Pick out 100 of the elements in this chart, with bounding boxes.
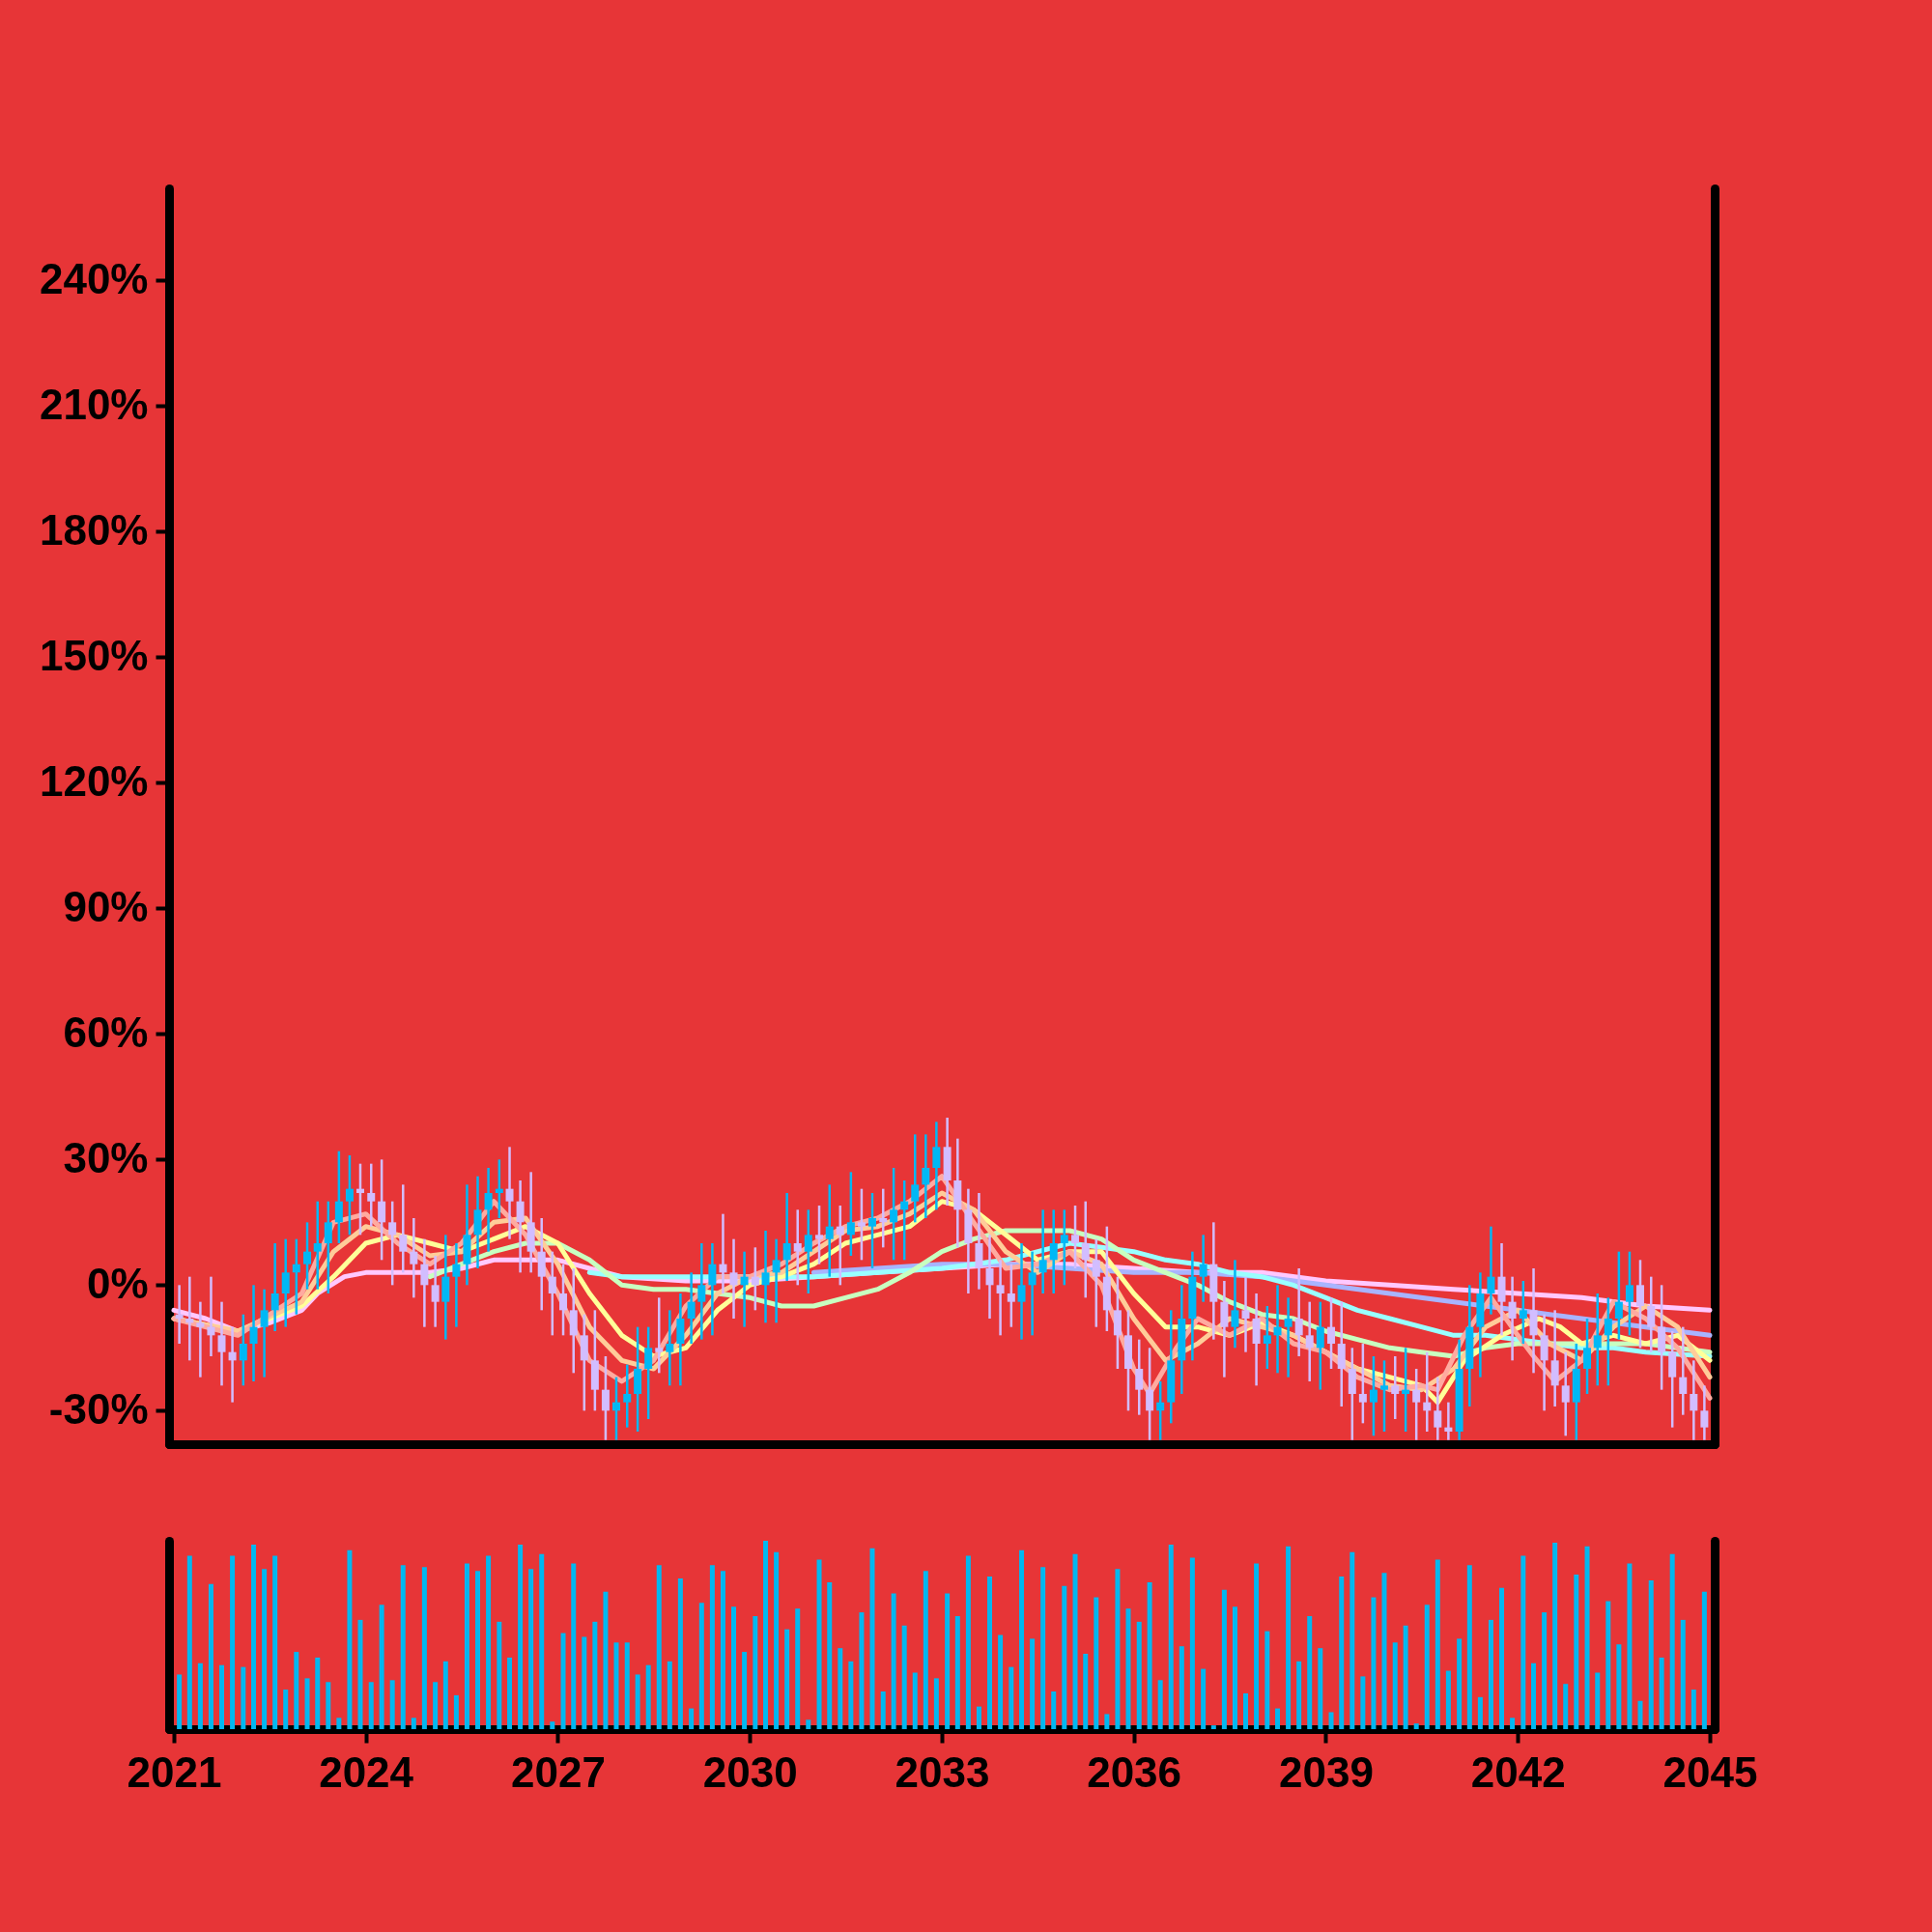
candlestick — [270, 1241, 279, 1333]
candlestick — [1316, 1300, 1324, 1391]
bar — [976, 1706, 981, 1729]
bar — [507, 1657, 513, 1729]
bar — [262, 1569, 268, 1729]
bar — [1627, 1563, 1633, 1729]
candlestick — [911, 1133, 920, 1224]
candlestick — [1241, 1275, 1250, 1353]
bar — [1477, 1696, 1483, 1729]
x-tick-label: 2033 — [895, 1747, 990, 1796]
candlestick — [207, 1275, 215, 1358]
candlestick — [1402, 1347, 1410, 1434]
bar — [827, 1581, 833, 1729]
bar — [464, 1563, 469, 1729]
candlestick — [623, 1363, 632, 1429]
bar — [1488, 1619, 1493, 1729]
candlestick — [846, 1171, 855, 1258]
candlestick — [1358, 1342, 1367, 1425]
candlestick — [1071, 1204, 1080, 1270]
bar — [315, 1657, 321, 1729]
bar — [645, 1664, 651, 1729]
bar — [624, 1642, 630, 1729]
bar — [954, 1616, 960, 1729]
bar — [945, 1593, 951, 1729]
candlestick — [1508, 1275, 1517, 1362]
bar — [965, 1555, 971, 1729]
candlestick — [932, 1121, 941, 1211]
bar — [379, 1605, 384, 1729]
candlestick — [185, 1275, 194, 1362]
candlestick — [867, 1191, 876, 1270]
bar — [933, 1678, 939, 1729]
candlestick — [1156, 1379, 1165, 1441]
candlestick — [1231, 1259, 1239, 1350]
candlestick — [1614, 1250, 1623, 1341]
bar — [1168, 1544, 1174, 1729]
candlestick — [1263, 1304, 1271, 1371]
bar — [433, 1682, 439, 1729]
candlestick — [378, 1158, 386, 1262]
y-tick-label: 90% — [63, 882, 149, 930]
bar — [241, 1666, 246, 1729]
bar — [689, 1708, 695, 1729]
bar — [1115, 1569, 1121, 1729]
bar — [368, 1682, 374, 1729]
bar — [1552, 1542, 1558, 1729]
bar — [1424, 1605, 1430, 1729]
candlestick — [740, 1250, 749, 1328]
bar — [528, 1569, 534, 1729]
bar — [613, 1642, 619, 1729]
bar — [1232, 1606, 1237, 1729]
y-tick-label: 210% — [39, 380, 149, 428]
candlestick — [825, 1183, 834, 1278]
bar — [1221, 1589, 1227, 1729]
bar — [1445, 1670, 1451, 1729]
bar — [251, 1544, 257, 1729]
bar — [1701, 1591, 1707, 1729]
bar — [1637, 1700, 1643, 1729]
bar — [1510, 1718, 1516, 1729]
x-tick-label: 2042 — [1470, 1747, 1566, 1796]
candlestick — [367, 1162, 376, 1228]
candlestick — [836, 1204, 844, 1287]
bar — [923, 1571, 928, 1729]
bar — [880, 1691, 886, 1729]
bar — [731, 1606, 737, 1729]
candlestick — [313, 1200, 322, 1291]
bar — [1616, 1644, 1622, 1729]
x-tick-label: 2021 — [127, 1747, 222, 1796]
y-tick-label: 120% — [39, 756, 149, 805]
candlestick — [260, 1288, 269, 1378]
bar — [336, 1718, 342, 1729]
candlestick — [1369, 1354, 1378, 1437]
bar — [677, 1578, 683, 1729]
bar — [1413, 1723, 1419, 1729]
candlestick — [611, 1376, 620, 1441]
bar — [411, 1718, 416, 1729]
candlestick — [334, 1150, 343, 1245]
candlestick — [1135, 1338, 1144, 1416]
x-tick-label: 2027 — [510, 1747, 606, 1796]
bar — [1062, 1585, 1067, 1729]
candlestick — [303, 1221, 312, 1291]
y-tick-label: 150% — [39, 631, 149, 679]
bar — [219, 1664, 225, 1729]
bar — [838, 1648, 843, 1729]
bar — [1264, 1631, 1270, 1729]
candlestick — [1028, 1250, 1037, 1337]
bar — [1605, 1601, 1611, 1729]
candlestick — [890, 1166, 898, 1262]
candlestick — [751, 1246, 759, 1312]
bar — [1328, 1712, 1334, 1729]
bar — [806, 1719, 811, 1729]
bar — [272, 1555, 278, 1729]
bar — [763, 1541, 769, 1729]
bar — [1595, 1672, 1601, 1729]
bar — [1296, 1661, 1302, 1729]
bar — [357, 1619, 363, 1729]
candlestick — [1519, 1279, 1527, 1346]
candlestick — [484, 1166, 493, 1253]
bar — [1457, 1638, 1463, 1729]
bar — [698, 1603, 704, 1729]
bar — [1307, 1616, 1313, 1729]
bar — [1499, 1587, 1505, 1729]
